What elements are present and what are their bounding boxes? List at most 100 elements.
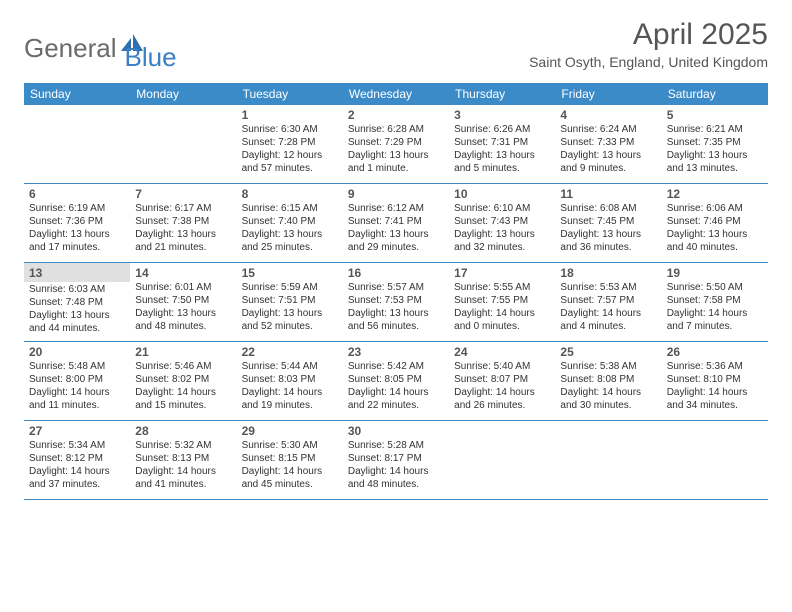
day-number: 11 (560, 187, 656, 201)
day-detail-line: Sunset: 7:35 PM (667, 136, 763, 149)
day-cell: 7Sunrise: 6:17 AMSunset: 7:38 PMDaylight… (130, 184, 236, 262)
day-detail-line: and 26 minutes. (454, 399, 550, 412)
day-cell: 30Sunrise: 5:28 AMSunset: 8:17 PMDayligh… (343, 421, 449, 499)
day-detail-line: Sunset: 8:00 PM (29, 373, 125, 386)
day-detail-line: and 9 minutes. (560, 162, 656, 175)
day-detail-line: Sunset: 7:46 PM (667, 215, 763, 228)
day-detail-line: and 5 minutes. (454, 162, 550, 175)
day-detail-line: Sunset: 8:15 PM (242, 452, 338, 465)
day-detail-line: Sunrise: 6:26 AM (454, 123, 550, 136)
day-detail-line: Sunrise: 5:40 AM (454, 360, 550, 373)
day-detail-line: Sunset: 7:50 PM (135, 294, 231, 307)
day-detail-line: Sunset: 7:29 PM (348, 136, 444, 149)
day-detail-line: and 13 minutes. (667, 162, 763, 175)
day-detail-line: Daylight: 14 hours (29, 386, 125, 399)
day-number: 16 (348, 266, 444, 280)
day-cell: 23Sunrise: 5:42 AMSunset: 8:05 PMDayligh… (343, 342, 449, 420)
day-detail-line: Sunrise: 6:08 AM (560, 202, 656, 215)
day-number: 1 (242, 108, 338, 122)
day-cell: 17Sunrise: 5:55 AMSunset: 7:55 PMDayligh… (449, 263, 555, 341)
day-detail-line: Daylight: 13 hours (560, 149, 656, 162)
day-number: 2 (348, 108, 444, 122)
day-number: 27 (29, 424, 125, 438)
dow-monday: Monday (130, 83, 236, 105)
day-number: 30 (348, 424, 444, 438)
day-detail-line: Daylight: 14 hours (135, 465, 231, 478)
today-highlight: 13 (24, 263, 130, 282)
day-number: 24 (454, 345, 550, 359)
day-number: 26 (667, 345, 763, 359)
day-detail-line: Daylight: 14 hours (560, 307, 656, 320)
week-row: 27Sunrise: 5:34 AMSunset: 8:12 PMDayligh… (24, 421, 768, 500)
day-cell: 19Sunrise: 5:50 AMSunset: 7:58 PMDayligh… (662, 263, 768, 341)
day-detail-line: Daylight: 13 hours (348, 307, 444, 320)
day-detail-line: Sunrise: 5:30 AM (242, 439, 338, 452)
dow-thursday: Thursday (449, 83, 555, 105)
day-detail-line: Sunrise: 6:28 AM (348, 123, 444, 136)
title-block: April 2025 Saint Osyth, England, United … (529, 18, 768, 70)
day-detail-line: and 48 minutes. (135, 320, 231, 333)
day-detail-line: Sunset: 8:05 PM (348, 373, 444, 386)
day-detail-line: Sunrise: 6:10 AM (454, 202, 550, 215)
day-detail-line: Daylight: 14 hours (560, 386, 656, 399)
day-cell: 12Sunrise: 6:06 AMSunset: 7:46 PMDayligh… (662, 184, 768, 262)
day-detail-line: and 11 minutes. (29, 399, 125, 412)
day-detail-line: and 45 minutes. (242, 478, 338, 491)
day-detail-line: Sunset: 7:31 PM (454, 136, 550, 149)
day-detail-line: Sunrise: 5:53 AM (560, 281, 656, 294)
day-cell: 14Sunrise: 6:01 AMSunset: 7:50 PMDayligh… (130, 263, 236, 341)
day-detail-line: Sunset: 7:41 PM (348, 215, 444, 228)
day-cell: 4Sunrise: 6:24 AMSunset: 7:33 PMDaylight… (555, 105, 661, 183)
empty-cell (24, 105, 130, 183)
day-detail-line: Sunrise: 6:17 AM (135, 202, 231, 215)
day-number: 10 (454, 187, 550, 201)
day-detail-line: Daylight: 14 hours (135, 386, 231, 399)
day-cell: 16Sunrise: 5:57 AMSunset: 7:53 PMDayligh… (343, 263, 449, 341)
day-number: 28 (135, 424, 231, 438)
day-detail-line: Daylight: 13 hours (348, 228, 444, 241)
day-detail-line: Sunset: 7:57 PM (560, 294, 656, 307)
day-detail-line: Sunrise: 5:38 AM (560, 360, 656, 373)
day-detail-line: Sunrise: 5:55 AM (454, 281, 550, 294)
day-detail-line: Sunrise: 6:19 AM (29, 202, 125, 215)
day-detail-line: Sunset: 7:45 PM (560, 215, 656, 228)
day-detail-line: Sunset: 7:40 PM (242, 215, 338, 228)
day-number: 14 (135, 266, 231, 280)
day-detail-line: Daylight: 13 hours (348, 149, 444, 162)
day-detail-line: Daylight: 14 hours (454, 386, 550, 399)
day-detail-line: Daylight: 14 hours (348, 386, 444, 399)
day-detail-line: Sunset: 7:36 PM (29, 215, 125, 228)
day-detail-line: and 30 minutes. (560, 399, 656, 412)
empty-cell (555, 421, 661, 499)
week-row: 20Sunrise: 5:48 AMSunset: 8:00 PMDayligh… (24, 342, 768, 421)
day-detail-line: Sunset: 8:07 PM (454, 373, 550, 386)
logo: General Blue (24, 24, 177, 73)
day-detail-line: Sunset: 7:43 PM (454, 215, 550, 228)
logo-text-2: Blue (125, 42, 177, 73)
day-detail-line: Sunset: 8:10 PM (667, 373, 763, 386)
day-cell: 24Sunrise: 5:40 AMSunset: 8:07 PMDayligh… (449, 342, 555, 420)
day-detail-line: and 7 minutes. (667, 320, 763, 333)
day-detail-line: and 22 minutes. (348, 399, 444, 412)
day-detail-line: and 4 minutes. (560, 320, 656, 333)
day-detail-line: Daylight: 14 hours (454, 307, 550, 320)
day-detail-line: and 48 minutes. (348, 478, 444, 491)
day-detail-line: Sunrise: 5:59 AM (242, 281, 338, 294)
day-detail-line: Daylight: 13 hours (667, 228, 763, 241)
day-cell: 21Sunrise: 5:46 AMSunset: 8:02 PMDayligh… (130, 342, 236, 420)
day-cell: 11Sunrise: 6:08 AMSunset: 7:45 PMDayligh… (555, 184, 661, 262)
week-row: 13Sunrise: 6:03 AMSunset: 7:48 PMDayligh… (24, 263, 768, 342)
day-number: 12 (667, 187, 763, 201)
dow-sunday: Sunday (24, 83, 130, 105)
month-title: April 2025 (529, 18, 768, 52)
day-detail-line: Daylight: 13 hours (135, 228, 231, 241)
day-detail-line: Daylight: 13 hours (29, 309, 125, 322)
day-number: 8 (242, 187, 338, 201)
day-detail-line: Sunrise: 5:46 AM (135, 360, 231, 373)
day-detail-line: Sunset: 7:51 PM (242, 294, 338, 307)
day-detail-line: Sunrise: 5:42 AM (348, 360, 444, 373)
day-number: 4 (560, 108, 656, 122)
day-detail-line: and 56 minutes. (348, 320, 444, 333)
day-detail-line: Daylight: 13 hours (242, 228, 338, 241)
day-cell: 5Sunrise: 6:21 AMSunset: 7:35 PMDaylight… (662, 105, 768, 183)
